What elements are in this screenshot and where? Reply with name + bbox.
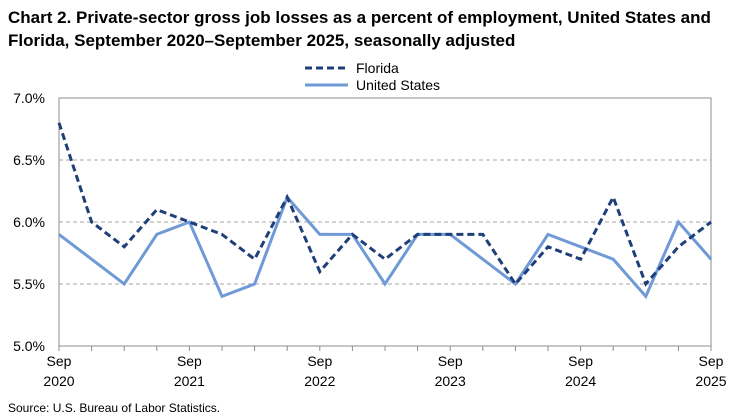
- axes: 5.0% 5.5% 6.0% 6.5% 7.0% Sep 2020 Sep 2021 Sep 202…: [13, 90, 727, 389]
- x-tick-label-year: 2020: [43, 373, 74, 389]
- x-tick-label-month: Sep: [568, 353, 593, 369]
- chart-title: Chart 2. Private-sector gross job losses…: [8, 8, 711, 50]
- x-tick-label-month: Sep: [699, 353, 724, 369]
- series-line-united-states: [58, 194, 713, 300]
- legend-label: United States: [356, 77, 440, 93]
- y-tick-label: 6.0%: [13, 214, 45, 230]
- series-lines: [57, 122, 713, 300]
- source-note: Source: U.S. Bureau of Labor Statistics.: [8, 401, 221, 415]
- x-tick-label-month: Sep: [177, 353, 202, 369]
- y-tick-label: 6.5%: [13, 152, 45, 168]
- x-tick-label-month: Sep: [438, 353, 463, 369]
- x-tick-label-year: 2023: [435, 373, 466, 389]
- x-tick-label-year: 2025: [695, 373, 726, 389]
- x-tick-label-month: Sep: [307, 353, 332, 369]
- y-tick-label: 5.0%: [13, 338, 45, 354]
- x-tick-label-year: 2021: [174, 373, 205, 389]
- y-tick-label: 7.0%: [13, 90, 45, 106]
- gridlines: [59, 159, 711, 285]
- x-tick-label-year: 2024: [565, 373, 596, 389]
- x-tick-label-year: 2022: [304, 373, 335, 389]
- legend-label: Florida: [356, 60, 399, 76]
- x-tick-label-month: Sep: [47, 353, 72, 369]
- y-tick-label: 5.5%: [13, 276, 45, 292]
